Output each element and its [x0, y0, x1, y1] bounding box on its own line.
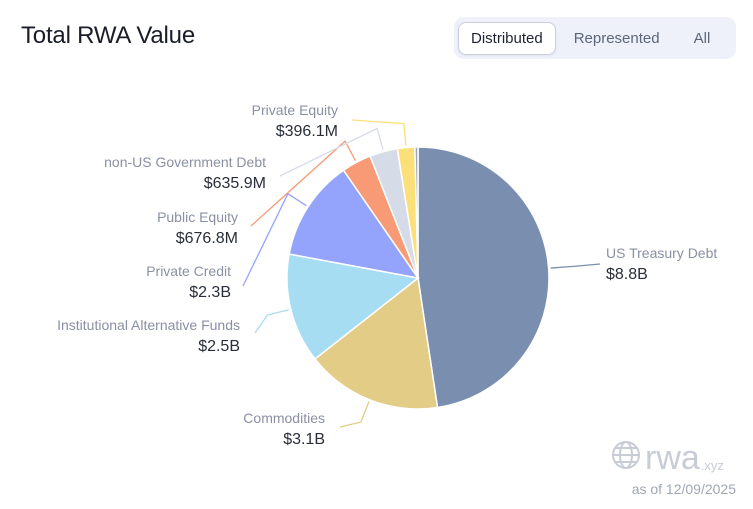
slice-label-name: Public Equity: [157, 209, 238, 225]
pie-slice-us-treasury-debt[interactable]: [417, 146, 550, 409]
brand-logo: rwa .xyz: [611, 440, 724, 475]
pie-slice-institutional-alternative-funds[interactable]: [286, 253, 420, 361]
chart-title: Total RWA Value: [21, 22, 195, 49]
slice-label-name: Private Equity: [252, 102, 338, 118]
leader-line: [351, 119, 407, 146]
slice-label-value: $676.8M: [176, 230, 238, 247]
view-toggle: Distributed Represented All: [454, 17, 736, 59]
leader-line: [250, 140, 357, 227]
slice-label-name: non-US Government Debt: [104, 154, 266, 170]
tab-distributed[interactable]: Distributed: [458, 21, 556, 55]
pie-slice-other[interactable]: [414, 146, 419, 279]
tab-all[interactable]: All: [693, 29, 711, 47]
slice-label-value: $8.8B: [606, 266, 648, 283]
slice-label-value: $396.1M: [276, 123, 338, 140]
slice-label-name: Institutional Alternative Funds: [57, 317, 240, 333]
brand-tld: .xyz: [700, 458, 724, 473]
pie-slice-commodities[interactable]: [313, 276, 439, 410]
leader-line: [279, 127, 384, 177]
slice-label-value: $2.3B: [189, 284, 231, 301]
brand-word: rwa: [645, 439, 700, 477]
slice-label-name: US Treasury Debt: [606, 245, 717, 261]
globe-icon: [611, 440, 641, 475]
leader-line: [339, 401, 370, 428]
leader-line: [550, 263, 601, 269]
slice-label-name: Commodities: [243, 410, 325, 426]
as-of-date: as of 12/09/2025: [631, 481, 736, 497]
pie-slice-private-credit[interactable]: [288, 169, 420, 280]
slice-label-value: $3.1B: [283, 431, 325, 448]
leader-line: [242, 192, 307, 287]
slice-label-name: Private Credit: [146, 263, 231, 279]
slice-label-value: $2.5B: [198, 338, 240, 355]
leader-line: [254, 309, 290, 334]
slice-label-value: $635.9M: [204, 175, 266, 192]
tab-represented[interactable]: Represented: [573, 29, 660, 47]
